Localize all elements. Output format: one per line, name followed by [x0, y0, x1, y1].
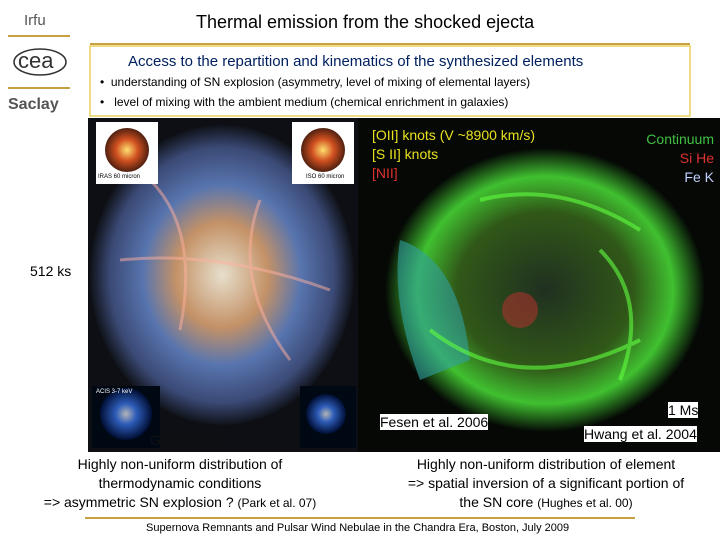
legend-item: Continuum [646, 131, 714, 147]
left-caption: Highly non-uniform distribution of therm… [10, 455, 350, 513]
legend-item: [OII] knots (V ~8900 km/s) [372, 127, 536, 143]
subtitle: Access to the repartition and kinematics… [128, 53, 584, 70]
optical-legend: [OII] knots (V ~8900 km/s) [S II] knots … [372, 126, 535, 183]
lab-name: Irfu [24, 12, 46, 29]
inset-label: ACIS 3-7 keV [96, 389, 133, 395]
reference: Hwang et al. 2004 [584, 426, 697, 442]
legend-item: [S II] knots [372, 146, 439, 162]
caption-line: the SN core (Hughes et al. 00) [376, 493, 716, 513]
caption-text: the SN core [459, 494, 534, 510]
inset-image [301, 128, 345, 172]
remnant [90, 125, 354, 425]
bullet: • understanding of SN explosion (asymmet… [100, 75, 531, 89]
reference: Fesen et al. 2006 [380, 414, 489, 430]
caption-line: Highly non-uniform distribution of [77, 456, 283, 472]
legend-item: Fe K [684, 169, 714, 185]
bullet-text: level of mixing with the ambient medium … [114, 95, 509, 109]
legend-item: Si He [679, 150, 714, 166]
logo: cea [18, 48, 54, 73]
right-caption: Highly non-uniform distribution of eleme… [376, 455, 716, 513]
caption-text: => asymmetric SN explosion ? [43, 494, 234, 510]
caption-line: => spatial inversion of a significant po… [407, 475, 685, 491]
knot [502, 292, 538, 328]
object-name: G292.0+1.8 [150, 432, 224, 448]
inset-image [100, 388, 152, 440]
filaments [119, 178, 331, 361]
bullet: • level of mixing with the ambient mediu… [100, 95, 509, 109]
legend-item: [NII] [372, 165, 398, 181]
slide-title: Thermal emission from the shocked ejecta [196, 12, 535, 32]
bullet-text: understanding of SN explosion (asymmetry… [110, 75, 531, 89]
exposure-label: 1 Ms [668, 402, 699, 418]
caption-line: Highly non-uniform distribution of eleme… [416, 456, 676, 472]
inset-label: IRAS 60 micron [98, 174, 141, 180]
caption-ref: (Park et al. 07) [237, 496, 317, 510]
logo-ring [13, 48, 67, 76]
inset-label: ISO 60 micron [306, 174, 345, 180]
caption-ref: (Hughes et al. 00) [537, 496, 633, 510]
filaments [428, 192, 642, 381]
subtitle-box [89, 45, 691, 117]
caption-line: => asymmetric SN explosion ? (Park et al… [10, 493, 350, 513]
site-name: Saclay [8, 96, 59, 113]
xray-legend: Continuum Si He Fe K [646, 130, 714, 187]
exposure-label: 512 ks [30, 263, 72, 279]
inset-image [105, 128, 149, 172]
caption-line: thermodynamic conditions [98, 475, 262, 491]
inset-image [306, 394, 346, 434]
footer: Supernova Remnants and Pulsar Wind Nebul… [146, 522, 570, 534]
